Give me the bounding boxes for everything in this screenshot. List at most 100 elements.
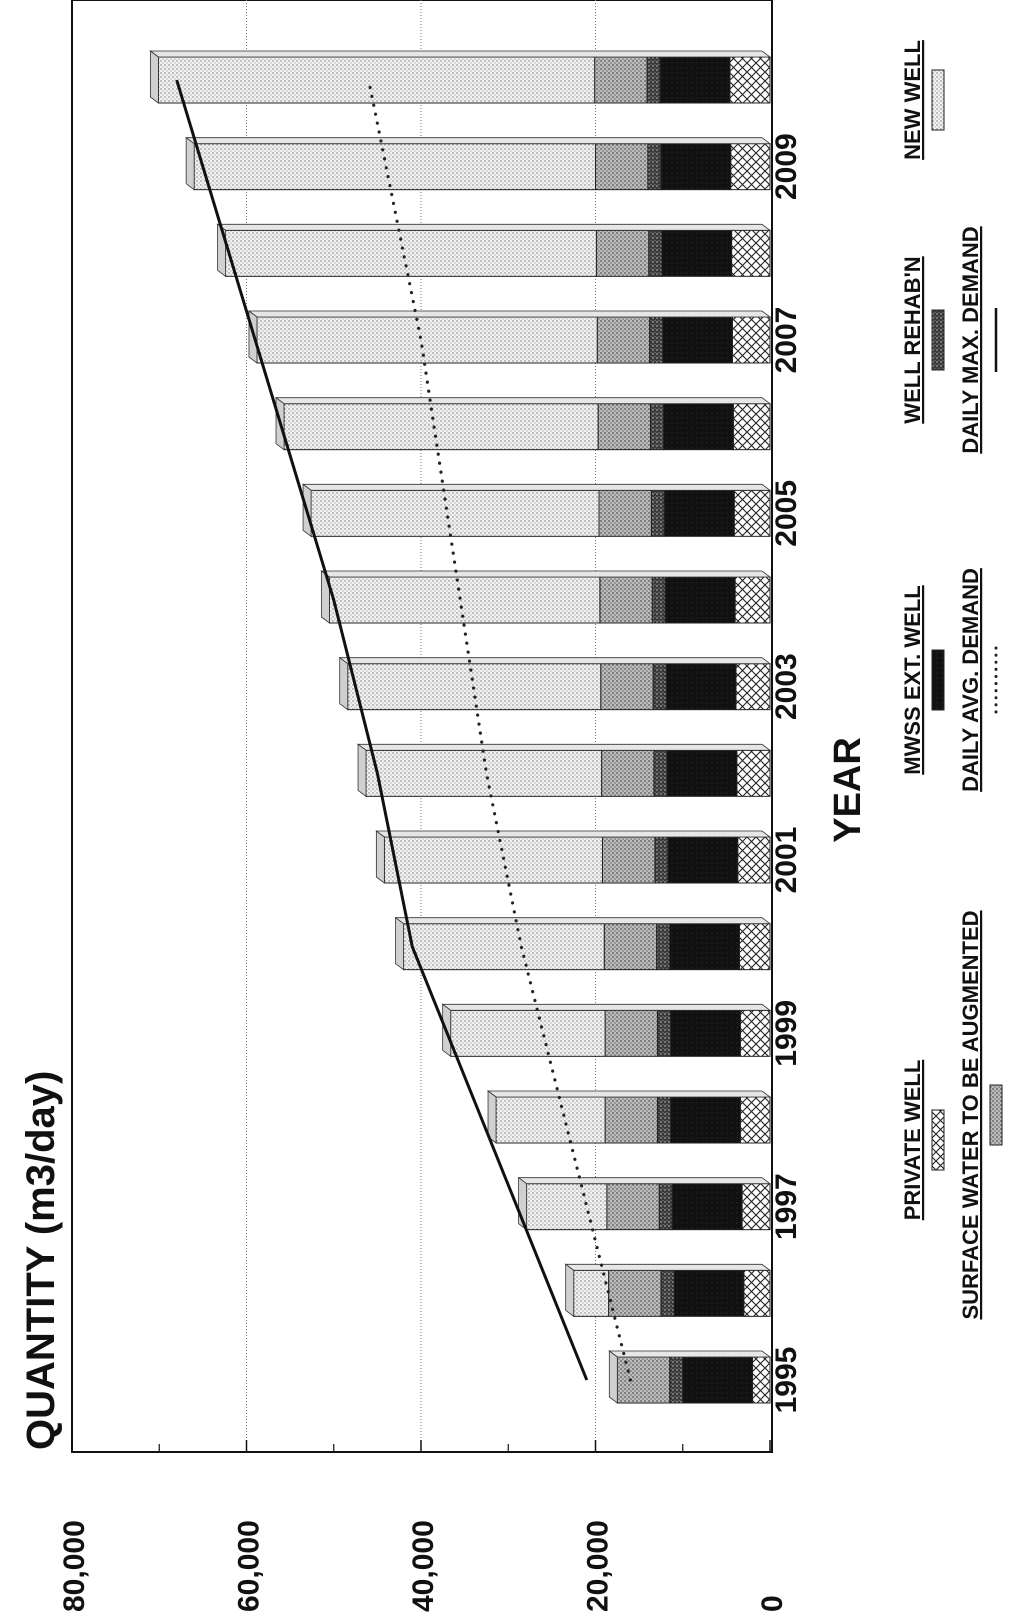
bar-segment [403, 923, 605, 971]
bar-segment [656, 1009, 672, 1057]
bar-segment [283, 403, 599, 451]
bar-segment [729, 56, 771, 104]
bar-segment [193, 143, 596, 191]
bar-depth-face [216, 223, 772, 231]
bar-depth-face [394, 917, 772, 925]
y-tick-label: 80,000 [58, 1520, 91, 1612]
bar-segment [733, 489, 771, 537]
bar-segment [669, 1356, 684, 1404]
bar-depth-face [320, 570, 772, 578]
bar-segment [365, 749, 603, 797]
legend: PRIVATE WELL SURFACE WATER TO BE AUGMENTE… [900, 40, 1003, 1320]
bar-segment [383, 836, 603, 884]
bar-segment [651, 576, 666, 624]
bar-segment [734, 576, 771, 624]
gridlines [246, 0, 596, 1452]
bar-segment [648, 229, 663, 277]
bar-segment [603, 923, 658, 971]
legend-swatch [931, 1109, 945, 1171]
bar-segment [256, 316, 598, 364]
bar-segment [731, 316, 771, 364]
legend-swatch [931, 69, 945, 131]
bar-segment [656, 1096, 672, 1144]
bar-depth-cap [395, 916, 404, 971]
bar-segment [663, 489, 735, 537]
bar-depth-cap [608, 1350, 618, 1404]
bar-segment [595, 143, 649, 191]
legend-label: PRIVATE WELL [900, 1060, 925, 1221]
bar-segment [752, 1356, 771, 1404]
bar-segment [225, 229, 597, 277]
bar-segment [656, 923, 671, 971]
bar-segment [601, 749, 655, 797]
bar-segment [599, 576, 653, 624]
bar-segment [157, 56, 596, 104]
x-axis-title: YEAR [827, 737, 869, 843]
bar-segment [601, 836, 656, 884]
x-tick-label: 1997 [770, 1173, 803, 1240]
bar-segment [597, 403, 651, 451]
bar-depth-cap [339, 656, 349, 711]
bar-segment [604, 1009, 658, 1057]
y-tick-label: 40,000 [407, 1520, 440, 1612]
x-tick-label: 2003 [770, 653, 803, 720]
bar-segment [660, 143, 732, 191]
bar-segment [650, 489, 665, 537]
bar-segment [666, 749, 738, 797]
bar-segment [730, 143, 771, 191]
bar-segment [652, 663, 667, 711]
bar-segment [736, 749, 771, 797]
bar-segment [600, 663, 654, 711]
bar-depth-face [517, 1177, 772, 1185]
bar-depth-face [274, 397, 772, 405]
x-tick-label: 2007 [770, 307, 803, 374]
bar-segment [732, 403, 771, 451]
y-tick-label: 0 [756, 1595, 789, 1612]
bar-depth-face [608, 1350, 772, 1358]
bar-segment [450, 1009, 606, 1057]
bar-segment [661, 229, 733, 277]
bar-segment [653, 749, 668, 797]
bar-segment [649, 403, 665, 451]
legend-label: DAILY AVG. DEMAND [958, 568, 983, 792]
bar-segment [731, 229, 771, 277]
bar-depth-cap [565, 1263, 575, 1318]
bar-depth-face [301, 483, 772, 491]
bar-segment [526, 1183, 608, 1231]
bar-segment [673, 1269, 745, 1317]
bar-segment [649, 316, 664, 364]
bar-depth-cap [375, 830, 385, 884]
demand-lines [175, 78, 633, 1382]
bar-segment [660, 1269, 675, 1317]
bar-series [149, 50, 772, 1404]
x-tick-label: 1995 [770, 1347, 803, 1414]
bar-segment [664, 576, 736, 624]
legend-swatch [931, 649, 945, 711]
y-tick-label: 60,000 [233, 1520, 266, 1612]
bar-segment [654, 836, 669, 884]
bar-segment [741, 1183, 771, 1231]
bar-segment [669, 923, 740, 971]
bar-segment [310, 489, 600, 537]
x-tick-label: 2001 [770, 827, 803, 894]
bar-segment [658, 1183, 673, 1231]
plot-area [71, 0, 773, 1453]
bar-depth-cap [357, 743, 367, 798]
x-tick-label: 2009 [770, 133, 803, 200]
bar-segment [606, 1183, 660, 1231]
bar-segment [738, 923, 771, 971]
bar-segment [596, 316, 651, 364]
y-tick-label: 20,000 [582, 1520, 615, 1612]
daily-max-demand-line [175, 79, 589, 1381]
bar-depth-face [375, 830, 772, 838]
bar-depth-face [564, 1263, 772, 1271]
legend-label: WELL REHAB'N [900, 256, 925, 423]
bar-segment [573, 1269, 610, 1317]
legend-label: MWSS EXT. WELL [900, 585, 925, 774]
bar-segment [739, 1009, 771, 1057]
bar-depth-face [356, 743, 772, 751]
x-tick-label: 1999 [770, 1000, 803, 1067]
bar-segment [495, 1096, 606, 1144]
bar-segment [328, 576, 601, 624]
